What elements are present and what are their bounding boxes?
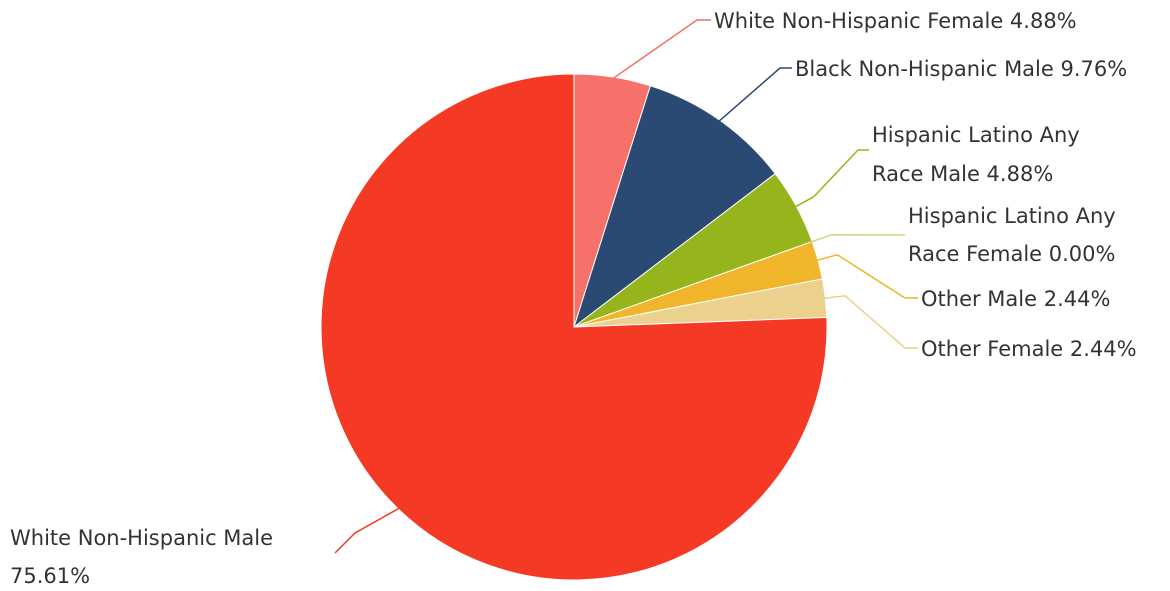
slice-label-hispanic-latino-any-race-male-line-2: Race Male 4.88% bbox=[872, 162, 1053, 186]
pie-slices bbox=[320, 73, 828, 581]
leader-line-hispanic-latino-any-race-female bbox=[810, 234, 905, 243]
leader-line-white-non-hispanic-male bbox=[334, 507, 401, 554]
leader-line-white-non-hispanic-female bbox=[611, 19, 711, 80]
slice-label-white-non-hispanic-female-line-1: White Non-Hispanic Female 4.88% bbox=[714, 9, 1077, 33]
slice-label-hispanic-latino-any-race-female-line-2: Race Female 0.00% bbox=[908, 242, 1115, 266]
slice-label-white-non-hispanic-male-line-2: 75.61% bbox=[10, 564, 90, 586]
slice-label-other-male-line-1: Other Male 2.44% bbox=[921, 287, 1110, 311]
leader-line-black-non-hispanic-male bbox=[717, 67, 792, 123]
slice-label-hispanic-latino-any-race-male-line-1: Hispanic Latino Any bbox=[872, 123, 1080, 147]
slice-label-hispanic-latino-any-race-female-line-1: Hispanic Latino Any bbox=[908, 204, 1116, 228]
slice-label-other-female-line-1: Other Female 2.44% bbox=[921, 337, 1137, 361]
leader-line-other-male bbox=[815, 253, 918, 299]
leader-line-other-female bbox=[823, 295, 918, 349]
slice-label-white-non-hispanic-male-line-1: White Non-Hispanic Male bbox=[10, 526, 273, 550]
label-leaders bbox=[334, 19, 918, 554]
slice-labels: White Non-Hispanic Female 4.88% Black Non… bbox=[10, 9, 1137, 588]
slice-label-black-non-hispanic-male-line-1: Black Non-Hispanic Male 9.76% bbox=[795, 57, 1127, 81]
leader-line-hispanic-latino-any-race-male bbox=[794, 149, 869, 208]
